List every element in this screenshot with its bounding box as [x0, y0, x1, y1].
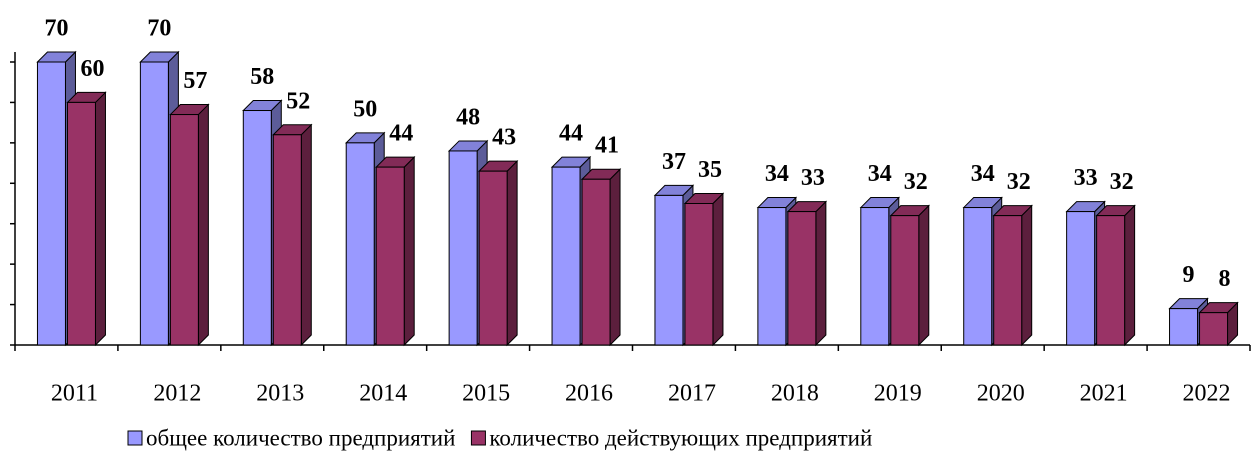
value-label: 37 [662, 149, 686, 175]
legend-label: общее количество предприятий [146, 425, 455, 450]
bar-front [1169, 308, 1199, 346]
bar-front [242, 110, 272, 346]
value-label: 50 [353, 96, 377, 122]
legend-swatch [470, 430, 486, 446]
bar [272, 123, 313, 347]
bar-front [963, 207, 993, 346]
bar-front [787, 211, 817, 346]
value-label: 41 [595, 133, 619, 159]
bar-front [478, 170, 508, 346]
bar-side [918, 204, 930, 347]
bar-front [448, 150, 478, 346]
bar-front [66, 101, 96, 346]
bar-front [1096, 215, 1126, 346]
value-label: 34 [971, 161, 995, 187]
bar-front [345, 142, 375, 346]
bar-front [1066, 211, 1096, 346]
value-label: 34 [765, 161, 789, 187]
legend-label: количество действующих предприятий [489, 425, 872, 450]
value-label: 33 [1074, 165, 1098, 191]
x-tick-label: 2014 [359, 381, 407, 407]
bar [580, 168, 622, 347]
bar-side [815, 200, 827, 347]
bar-front [1199, 312, 1229, 346]
bar [1198, 301, 1239, 347]
x-tick-label: 2013 [256, 381, 304, 407]
bar-front [139, 61, 169, 346]
value-label: 70 [147, 16, 171, 42]
value-label: 33 [801, 165, 825, 191]
bar-front [684, 203, 714, 346]
bar-side [197, 103, 209, 347]
bar-side [609, 168, 621, 347]
bar [889, 204, 930, 347]
bar-front [860, 207, 890, 346]
value-label: 70 [44, 16, 68, 42]
bar [786, 200, 828, 347]
x-tick-label: 2022 [1183, 381, 1231, 407]
value-label: 9 [1183, 262, 1195, 288]
legend-swatch [127, 430, 143, 446]
value-label: 57 [183, 68, 207, 94]
bar [169, 103, 210, 347]
value-label: 32 [904, 169, 928, 195]
bar-side [300, 123, 312, 347]
value-label: 8 [1219, 266, 1231, 292]
bar [477, 159, 519, 347]
bar-front [36, 61, 66, 346]
bar-front [169, 114, 199, 346]
bar-front [551, 166, 581, 346]
value-label: 43 [492, 125, 516, 151]
value-label: 32 [1007, 169, 1031, 195]
bar [683, 192, 725, 347]
value-label: 52 [286, 88, 310, 114]
x-tick-label: 2015 [462, 381, 510, 407]
value-label: 35 [698, 157, 722, 183]
bar-side [1021, 204, 1033, 347]
bar-side [403, 155, 415, 347]
bar [1095, 204, 1136, 347]
bar [66, 91, 107, 347]
x-tick-label: 2011 [51, 381, 98, 407]
value-label: 34 [868, 161, 892, 187]
x-tick-label: 2021 [1080, 381, 1128, 407]
bar-side [94, 91, 106, 347]
x-tick-label: 2017 [668, 381, 716, 407]
x-tick-label: 2016 [565, 381, 613, 407]
bar-front [757, 207, 787, 346]
bar-front [272, 134, 302, 346]
value-label: 44 [559, 121, 583, 147]
value-label: 60 [80, 56, 104, 82]
bar-front [890, 215, 920, 346]
x-tick-label: 2018 [771, 381, 819, 407]
bar-front [581, 178, 611, 346]
value-label: 48 [456, 104, 480, 130]
x-tick-label: 2019 [874, 381, 922, 407]
bar-front [375, 166, 405, 346]
bar [992, 204, 1033, 347]
value-label: 58 [250, 64, 274, 90]
value-label: 32 [1110, 169, 1134, 195]
bar-front [654, 194, 684, 346]
bar-front [993, 215, 1023, 346]
x-tick-label: 2020 [977, 381, 1025, 407]
bar-side [506, 159, 518, 347]
bar-side [1124, 204, 1136, 347]
x-tick-label: 2012 [153, 381, 201, 407]
bar-side [712, 192, 724, 347]
bar [375, 155, 416, 347]
value-label: 44 [389, 121, 413, 147]
